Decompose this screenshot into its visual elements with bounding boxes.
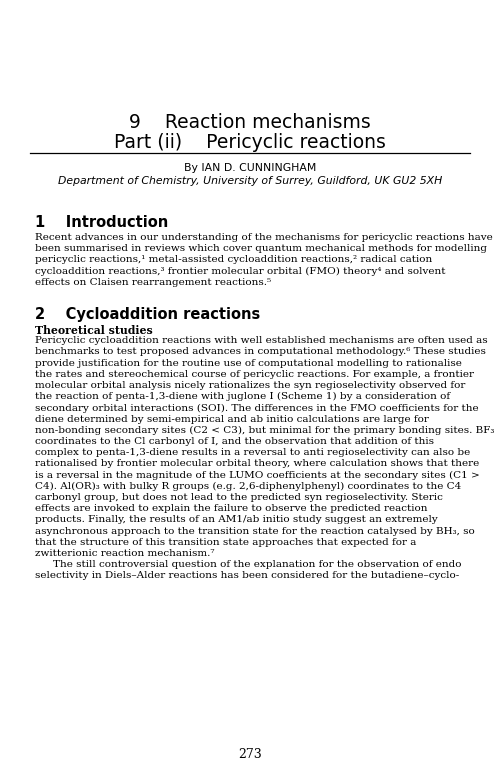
Text: secondary orbital interactions (SOI). The differences in the FMO coefficients fo: secondary orbital interactions (SOI). Th… [35,403,478,413]
Text: By IAN D. CUNNINGHAM: By IAN D. CUNNINGHAM [184,163,316,173]
Text: carbonyl group, but does not lead to the predicted syn regioselectivity. Steric: carbonyl group, but does not lead to the… [35,493,443,502]
Text: rationalised by frontier molecular orbital theory, where calculation shows that : rationalised by frontier molecular orbit… [35,460,479,468]
Text: The still controversial question of the explanation for the observation of endo: The still controversial question of the … [53,560,462,569]
Text: complex to penta-1,3-diene results in a reversal to anti regioselectivity can al: complex to penta-1,3-diene results in a … [35,448,470,457]
Text: provide justification for the routine use of computational modelling to rational: provide justification for the routine us… [35,359,462,367]
Text: 2    Cycloaddition reactions: 2 Cycloaddition reactions [35,307,260,322]
Text: 1    Introduction: 1 Introduction [35,215,168,230]
Text: benchmarks to test proposed advances in computational methodology.⁶ These studie: benchmarks to test proposed advances in … [35,348,486,356]
Text: the reaction of penta-1,3-diene with juglone I (Scheme 1) by a consideration of: the reaction of penta-1,3-diene with jug… [35,392,450,402]
Text: products. Finally, the results of an AM1/ab initio study suggest an extremely: products. Finally, the results of an AM1… [35,515,438,525]
Text: asynchronous approach to the transition state for the reaction catalysed by BH₃,: asynchronous approach to the transition … [35,527,475,536]
Text: cycloaddition reactions,³ frontier molecular orbital (FMO) theory⁴ and solvent: cycloaddition reactions,³ frontier molec… [35,266,446,276]
Text: Recent advances in our understanding of the mechanisms for pericyclic reactions : Recent advances in our understanding of … [35,233,493,242]
Text: pericyclic reactions,¹ metal-assisted cycloaddition reactions,² radical cation: pericyclic reactions,¹ metal-assisted cy… [35,255,432,265]
Text: Pericyclic cycloaddition reactions with well established mechanisms are often us: Pericyclic cycloaddition reactions with … [35,336,488,345]
Text: Part (ii)    Pericyclic reactions: Part (ii) Pericyclic reactions [114,133,386,152]
Text: effects on Claisen rearrangement reactions.⁵: effects on Claisen rearrangement reactio… [35,278,271,287]
Text: C4). Al(OR)₃ with bulky R groups (e.g. 2,6-diphenylphenyl) coordinates to the C4: C4). Al(OR)₃ with bulky R groups (e.g. 2… [35,482,461,491]
Text: effects are invoked to explain the failure to observe the predicted reaction: effects are invoked to explain the failu… [35,504,427,513]
Text: that the structure of this transition state approaches that expected for a: that the structure of this transition st… [35,538,416,547]
Text: selectivity in Diels–Alder reactions has been considered for the butadiene–cyclo: selectivity in Diels–Alder reactions has… [35,572,459,580]
Text: is a reversal in the magnitude of the LUMO coefficients at the secondary sites (: is a reversal in the magnitude of the LU… [35,471,480,480]
Text: non-bonding secondary sites (C2 < C3), but minimal for the primary bonding sites: non-bonding secondary sites (C2 < C3), b… [35,426,494,435]
Text: 273: 273 [238,748,262,761]
Text: Department of Chemistry, University of Surrey, Guildford, UK GU2 5XH: Department of Chemistry, University of S… [58,176,442,186]
Text: Theoretical studies: Theoretical studies [35,325,153,336]
Text: diene determined by semi-empirical and ab initio calculations are large for: diene determined by semi-empirical and a… [35,415,429,424]
Text: coordinates to the Cl carbonyl of I, and the observation that addition of this: coordinates to the Cl carbonyl of I, and… [35,437,434,446]
Text: zwitterionic reaction mechanism.⁷: zwitterionic reaction mechanism.⁷ [35,549,214,558]
Text: been summarised in reviews which cover quantum mechanical methods for modelling: been summarised in reviews which cover q… [35,244,487,253]
Text: 9    Reaction mechanisms: 9 Reaction mechanisms [129,113,371,132]
Text: molecular orbital analysis nicely rationalizes the syn regioselectivity observed: molecular orbital analysis nicely ration… [35,381,466,390]
Text: the rates and stereochemical course of pericyclic reactions. For example, a fron: the rates and stereochemical course of p… [35,370,474,379]
